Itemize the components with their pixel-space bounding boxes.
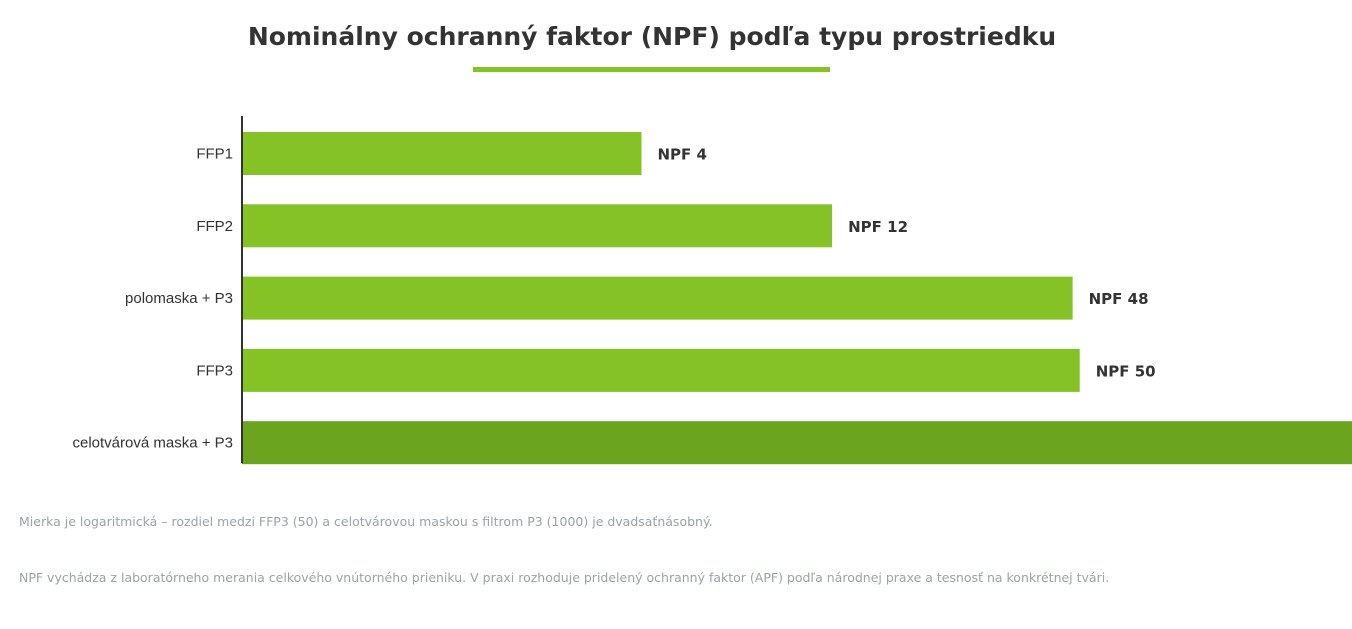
title-underline <box>473 67 830 72</box>
value-label: NPF 50 <box>1096 362 1156 380</box>
bar-1 <box>242 204 833 248</box>
bar-2 <box>242 276 1073 320</box>
footnote-npf: NPF vychádza z laboratórneho merania cel… <box>19 570 1110 585</box>
category-label: polomaska + P3 <box>125 290 233 307</box>
value-label: NPF 4 <box>658 146 707 164</box>
bar-0 <box>242 132 642 175</box>
category-label: celotvárová maska + P3 <box>73 435 234 452</box>
footnote-scale: Mierka je logaritmická – rozdiel medzi F… <box>19 514 713 529</box>
chart-title: Nominálny ochranný faktor (NPF) podľa ty… <box>247 22 1057 51</box>
category-label: FFP1 <box>196 146 233 163</box>
category-label: FFP2 <box>196 218 233 235</box>
value-label: NPF 48 <box>1089 290 1149 308</box>
value-label: NPF 12 <box>848 218 908 236</box>
bar-3 <box>242 348 1080 392</box>
category-label: FFP3 <box>196 362 233 379</box>
bar-4 <box>242 421 1352 465</box>
